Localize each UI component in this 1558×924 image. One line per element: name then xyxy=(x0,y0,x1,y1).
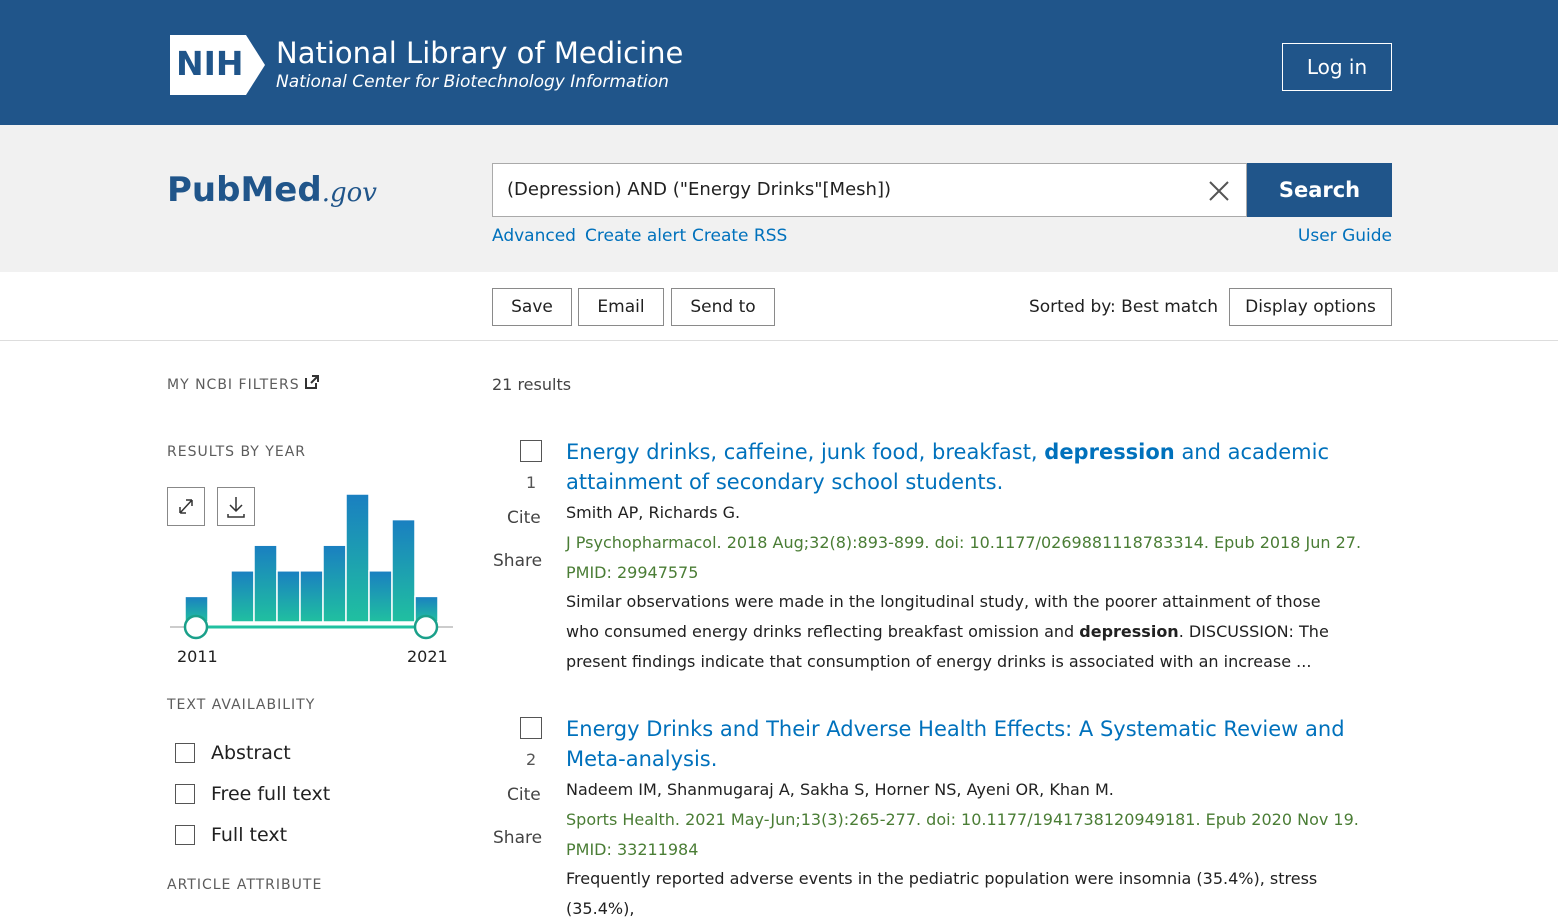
clear-icon[interactable] xyxy=(1208,180,1230,202)
search-query: (Depression) AND ("Energy Drinks"[Mesh]) xyxy=(507,179,891,200)
pubmed-logo[interactable]: PubMed.gov xyxy=(167,170,377,210)
share-button[interactable]: Share xyxy=(493,828,543,848)
filter-label[interactable]: Full text xyxy=(211,824,288,846)
search-band: PubMed.gov (Depression) AND ("Energy Dri… xyxy=(0,125,1558,273)
article-attribute-heading: ARTICLE ATTRIBUTE xyxy=(167,877,323,893)
filter-label[interactable]: Abstract xyxy=(211,742,291,764)
year-bar xyxy=(391,518,416,623)
checkbox[interactable] xyxy=(175,825,195,845)
snippet-part: depression xyxy=(1079,622,1179,641)
year-start: 2011 xyxy=(177,647,218,666)
year-bar xyxy=(276,570,301,623)
snippet-part: . DISCUSSION: The present findings indic… xyxy=(566,622,1329,671)
display-options-button[interactable]: Display options xyxy=(1229,288,1392,326)
logo-gov: .gov xyxy=(321,178,377,208)
slider-handle[interactable] xyxy=(183,614,209,640)
login-button[interactable]: Log in xyxy=(1282,43,1392,91)
text-availability-heading: TEXT AVAILABILITY xyxy=(167,697,316,713)
result-count: 21 results xyxy=(492,375,572,394)
expand-button[interactable] xyxy=(167,487,205,526)
user-guide-link[interactable]: User Guide xyxy=(1297,226,1392,246)
checkbox[interactable] xyxy=(175,784,195,804)
year-bar xyxy=(299,570,324,623)
year-bar xyxy=(230,570,255,623)
create-rss-link[interactable]: Create RSS xyxy=(692,226,788,246)
title-part: Energy Drinks and Their Adverse Health E… xyxy=(566,717,1345,771)
pmid: PMID: 29947575 xyxy=(566,563,699,582)
site-subtitle: National Center for Biotechnology Inform… xyxy=(276,72,669,92)
year-bar xyxy=(368,570,393,623)
share-button[interactable]: Share xyxy=(493,551,543,571)
pmid: PMID: 33211984 xyxy=(566,840,699,859)
slider-handle[interactable] xyxy=(413,614,439,640)
snippet: Similar observations were made in the lo… xyxy=(566,587,1356,677)
snippet: Frequently reported adverse events in th… xyxy=(566,864,1356,924)
title-part: depression xyxy=(1044,440,1175,464)
result-number: 2 xyxy=(526,750,537,769)
snippet-part: Similar observations were made in the lo… xyxy=(566,592,1321,641)
citation: J Psychopharmacol. 2018 Aug;32(8):893-89… xyxy=(566,533,1362,552)
save-button[interactable]: Save xyxy=(492,288,572,326)
my-filters-heading[interactable]: MY NCBI FILTERS xyxy=(167,377,300,393)
title-part: Energy drinks, caffeine, junk food, brea… xyxy=(566,440,1045,464)
advanced-link[interactable]: Advanced xyxy=(492,226,576,246)
nih-logo-text: NIH xyxy=(176,44,244,83)
result-number: 1 xyxy=(526,473,537,492)
create-alert-link[interactable]: Create alert xyxy=(585,226,687,246)
logo-pub: Pub xyxy=(167,170,241,210)
year-bar xyxy=(253,544,278,623)
download-button[interactable] xyxy=(217,487,255,526)
search-button[interactable]: Search xyxy=(1247,163,1392,217)
result-title[interactable]: Energy drinks, caffeine, junk food, brea… xyxy=(566,437,1366,497)
result-checkbox[interactable] xyxy=(520,440,542,462)
search-input[interactable]: (Depression) AND ("Energy Drinks"[Mesh]) xyxy=(492,163,1247,217)
year-end: 2021 xyxy=(407,647,448,666)
snippet-part: Frequently reported adverse events in th… xyxy=(566,869,1318,918)
authors: Smith AP, Richards G. xyxy=(566,503,741,522)
toolbar: Save Email Send to Sorted by: Best match… xyxy=(0,272,1558,341)
logo-med: Med xyxy=(240,170,322,210)
nih-logo[interactable] xyxy=(170,35,265,95)
year-bar xyxy=(322,544,347,623)
title-part: and academic attainment of secondary sch… xyxy=(566,440,1329,494)
year-histogram xyxy=(170,493,453,640)
citation: Sports Health. 2021 May-Jun;13(3):265-27… xyxy=(566,810,1359,829)
results-by-year-heading: RESULTS BY YEAR xyxy=(167,444,307,460)
external-icon[interactable] xyxy=(304,374,320,390)
result-checkbox[interactable] xyxy=(520,717,542,739)
year-bar xyxy=(345,493,370,623)
filter-label[interactable]: Free full text xyxy=(211,783,331,805)
cite-button[interactable]: Cite xyxy=(507,508,541,528)
header: NIH National Library of Medicine Nationa… xyxy=(0,0,1558,125)
authors: Nadeem IM, Shanmugaraj A, Sakha S, Horne… xyxy=(566,780,1114,799)
send-to-button[interactable]: Send to xyxy=(671,288,775,326)
site-title: National Library of Medicine xyxy=(276,36,684,70)
sort-label: Sorted by: Best match xyxy=(1028,297,1218,317)
result-title[interactable]: Energy Drinks and Their Adverse Health E… xyxy=(566,714,1366,774)
checkbox[interactable] xyxy=(175,743,195,763)
email-button[interactable]: Email xyxy=(578,288,664,326)
cite-button[interactable]: Cite xyxy=(507,785,541,805)
